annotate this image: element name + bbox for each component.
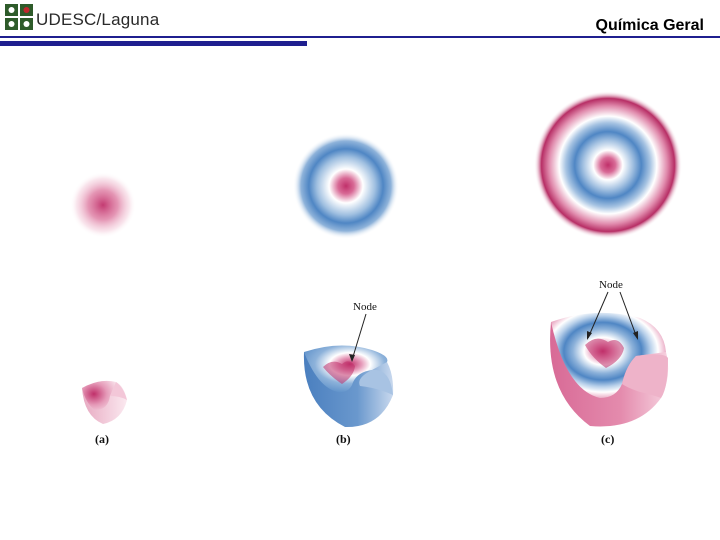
orbital-1s-density [70,172,136,238]
node-label-c: Node [599,279,623,291]
orbital-2s-cutaway [303,345,394,428]
orbital-1s-cutaway [82,380,127,424]
orbital-2s-density [293,133,399,239]
panel-label-b: (b) [336,432,351,446]
panel-label-a: (a) [95,432,109,446]
node-arrow-b-head [349,354,355,362]
node-label-b: Node [353,301,377,313]
node-arrow-c-left [587,291,609,339]
orbital-3s-density [534,91,682,239]
panel-label-c: (c) [601,432,614,446]
node-arrow-c-left-head [587,331,592,340]
course-title: Química Geral [595,17,705,34]
node-arrow-c-right-head [633,331,638,340]
node-arrow-c-right [619,291,638,339]
institution-name: UDESC/Laguna [36,10,160,29]
orbital-3s-cutaway [550,312,669,427]
udesc-logo-icon [4,3,34,31]
node-arrow-b [351,313,367,361]
header-rule-thick [0,41,307,46]
header-rule-thin [0,36,720,38]
slide-header: UDESC/Laguna Química Geral [0,0,720,50]
